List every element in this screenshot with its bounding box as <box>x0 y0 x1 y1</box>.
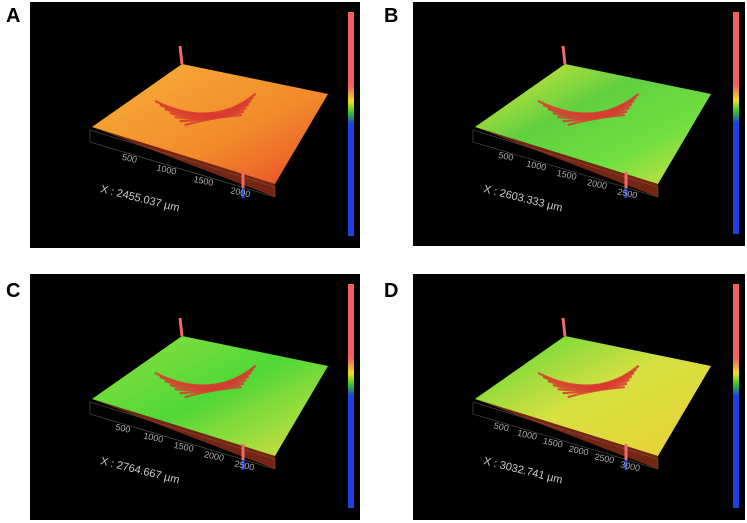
axis-post <box>561 45 567 65</box>
surface-edge <box>475 399 658 469</box>
surface <box>475 64 711 184</box>
panel-letter: B <box>384 5 398 27</box>
panel-letter: C <box>6 280 20 302</box>
surface <box>92 64 328 184</box>
pattern-ridge <box>184 113 242 127</box>
x-tick-label: 500 <box>498 150 515 163</box>
x-tick-label: 1000 <box>526 159 548 173</box>
pattern-ridge <box>567 385 625 399</box>
x-tick-label: 2500 <box>234 459 256 473</box>
pattern-ridge <box>184 385 242 399</box>
indent-pattern <box>154 92 257 127</box>
indent-pattern <box>537 92 640 127</box>
x-tick-label: 1500 <box>542 436 564 450</box>
indent-pattern <box>537 364 640 399</box>
colorbar <box>348 12 354 236</box>
x-tick-label: 1500 <box>193 174 215 188</box>
surface-edge <box>92 399 275 469</box>
x-tick-label: 2000 <box>568 444 590 458</box>
surface-edge <box>92 127 275 197</box>
x-tick-label: 1500 <box>556 168 578 182</box>
x-tick-label: 500 <box>493 420 510 433</box>
colorbar <box>733 12 739 234</box>
colorbar <box>348 284 354 508</box>
pattern-ridge <box>567 113 625 127</box>
x-tick-label: 2000 <box>586 177 608 191</box>
x-tick-label: 2000 <box>203 449 225 463</box>
colorbar <box>733 284 739 508</box>
x-tick-label: 1500 <box>173 440 195 454</box>
x-tick-label: 3000 <box>619 459 641 473</box>
x-tick-label: 500 <box>115 422 132 435</box>
indent-pattern <box>154 364 257 399</box>
x-tick-label: 2500 <box>594 451 616 465</box>
x-tick-label: 1000 <box>156 163 178 177</box>
x-tick-label: 2000 <box>230 185 252 199</box>
axis-post <box>178 45 184 65</box>
panel-letter: D <box>384 280 398 302</box>
x-tick-label: 2500 <box>617 187 639 201</box>
x-tick-label: 500 <box>121 152 138 165</box>
surface <box>92 336 328 456</box>
axis-post <box>561 317 567 337</box>
axis-post <box>178 317 184 337</box>
x-tick-label: 1000 <box>143 431 165 445</box>
panel-letter: A <box>6 5 20 27</box>
surface-edge <box>475 127 658 197</box>
surface <box>475 336 711 456</box>
x-tick-label: 1000 <box>516 428 538 442</box>
